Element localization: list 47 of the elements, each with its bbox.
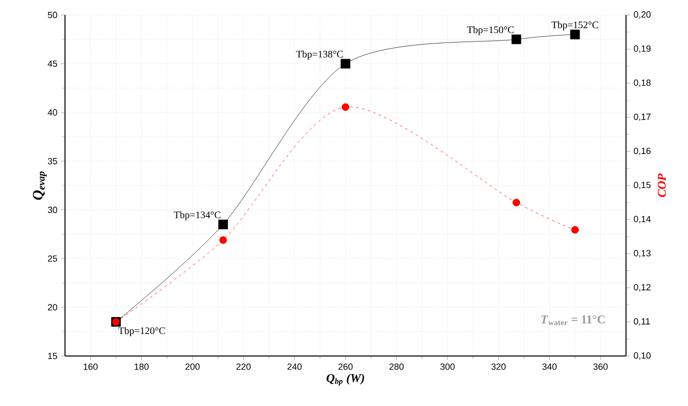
y2-tick-label: 0,18 bbox=[634, 79, 651, 87]
x-tick-label: 200 bbox=[185, 364, 200, 370]
x-tick-label: 280 bbox=[389, 364, 404, 370]
annotation: Tbp=134°C bbox=[174, 211, 220, 220]
y2-tick-label: 0,20 bbox=[634, 11, 651, 19]
x-tick-label: 260 bbox=[338, 364, 353, 370]
y2-tick-label: 0,10 bbox=[634, 352, 651, 360]
point bbox=[219, 236, 227, 244]
x-axis-title: Q$_{bp}$ (W) bbox=[326, 374, 364, 386]
point bbox=[218, 220, 228, 230]
point bbox=[340, 58, 350, 68]
y2-tick-label: 0,11 bbox=[634, 318, 650, 326]
y2-tick-label: 0,17 bbox=[634, 114, 651, 121]
y-tick-label: 35 bbox=[48, 158, 58, 164]
y-tick-label: 40 bbox=[48, 109, 58, 116]
y-tick-label: 15 bbox=[48, 352, 58, 360]
point bbox=[570, 30, 580, 40]
x-tick-label: 340 bbox=[542, 364, 557, 370]
annotation: Tbp=138°C bbox=[296, 50, 343, 60]
annotation: Tbp=120°C bbox=[118, 327, 165, 336]
y-tick-label: 25 bbox=[48, 255, 58, 262]
x-tick-label: 220 bbox=[236, 364, 251, 370]
point bbox=[512, 34, 522, 44]
y-tick-label: 50 bbox=[48, 12, 58, 18]
x-tick-label: 160 bbox=[84, 364, 98, 370]
y-axis-title: Q$_{evap}$ bbox=[32, 171, 47, 200]
point bbox=[571, 226, 579, 234]
annotation: Tbp=152°C bbox=[552, 21, 598, 30]
x-tick-label: 300 bbox=[440, 364, 455, 370]
y2-tick-label: 0,15 bbox=[634, 182, 651, 190]
x-tick-label: 320 bbox=[491, 364, 506, 370]
point bbox=[342, 103, 350, 111]
y2-tick-label: 0,13 bbox=[634, 250, 651, 258]
annotation: T$_{water}$ = 11°C bbox=[541, 315, 605, 326]
x-tick-label: 240 bbox=[287, 364, 302, 370]
y2-tick-label: 0,16 bbox=[634, 148, 651, 156]
y-tick-label: 45 bbox=[48, 60, 58, 67]
y-tick-label: 20 bbox=[48, 304, 58, 310]
x-tick-label: 360 bbox=[593, 364, 608, 370]
x-tick-label: 180 bbox=[134, 364, 149, 370]
y2-tick-label: 0,12 bbox=[634, 284, 651, 292]
y-tick-label: 30 bbox=[48, 206, 58, 214]
y2-axis-title: COP bbox=[658, 173, 666, 198]
annotation: Tbp=150°C bbox=[467, 26, 514, 36]
point bbox=[512, 198, 520, 206]
y2-tick-label: 0,14 bbox=[634, 216, 651, 224]
y2-tick-label: 0,19 bbox=[634, 45, 651, 53]
